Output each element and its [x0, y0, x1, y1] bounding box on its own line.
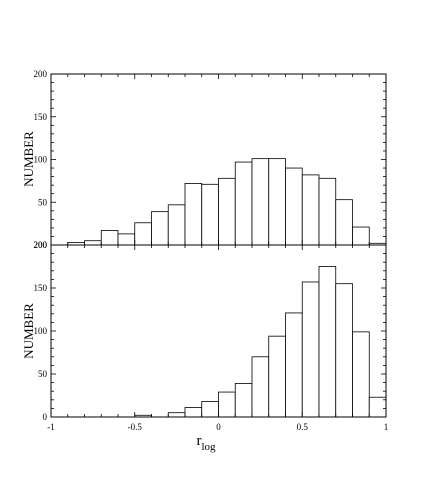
bottom-histogram-bar-13 [352, 331, 370, 418]
top-histogram-bar-5 [151, 211, 169, 246]
top-histogram-bar-7 [184, 183, 203, 246]
bottom-histogram-bar-8 [268, 335, 286, 418]
bottom-histogram-bar-5 [218, 391, 236, 418]
top-y-axis-label: NUMBER [21, 131, 36, 187]
top-y-tick-label: 100 [34, 155, 48, 165]
bottom-histogram-bar-10 [301, 281, 320, 418]
bottom-histogram-bars [134, 266, 387, 418]
x-tick-label: -1 [47, 422, 55, 432]
top-y-tick-label: 50 [38, 197, 48, 207]
x-axis-label: rlog [196, 433, 216, 453]
top-histogram-bar-15 [318, 177, 337, 246]
bottom-y-tick-label: 150 [34, 283, 48, 293]
top-y-tick-label: 200 [34, 69, 48, 79]
top-histogram-bars [67, 158, 387, 246]
x-tick-label: 0.5 [297, 422, 309, 432]
top-histogram-bar-14 [301, 174, 320, 246]
top-histogram-bar-10 [234, 161, 253, 246]
top-histogram-bar-8 [201, 183, 219, 246]
x-tick-label: -0.5 [128, 422, 143, 432]
bottom-y-tick-label: 200 [34, 240, 48, 250]
top-histogram-bar-6 [167, 204, 186, 246]
x-axis-label-subscript: log [201, 441, 216, 453]
bottom-histogram-bar-3 [184, 407, 203, 418]
bottom-histogram-bar-6 [234, 383, 253, 418]
bottom-plot-frame [50, 244, 387, 418]
bottom-histogram-bar-7 [251, 356, 270, 418]
bottom-histogram-bar-11 [318, 266, 337, 418]
top-histogram-bar-4 [134, 222, 152, 246]
bottom-histogram-bar-2 [167, 412, 186, 418]
bottom-histogram-bar-12 [335, 283, 353, 418]
top-y-tick-label: 150 [34, 112, 48, 122]
x-axis-label-main: r [196, 433, 201, 449]
bottom-y-tick-label: 0 [43, 412, 48, 422]
bottom-y-tick-label: 50 [38, 369, 48, 379]
x-tick-label: 0 [216, 422, 221, 432]
top-histogram-bar-17 [352, 226, 370, 246]
top-histogram-bar-12 [268, 158, 286, 246]
bottom-y-axis-label: NUMBER [21, 303, 36, 359]
top-histogram-bar-11 [251, 158, 270, 246]
top-y-tick-label: 200 [34, 240, 48, 250]
top-histogram-bar-9 [218, 177, 236, 246]
top-histogram-bar-13 [285, 167, 303, 246]
bottom-y-tick-label: 100 [34, 326, 48, 336]
top-histogram-bar-1 [84, 240, 102, 246]
top-histogram-panel: 200 150 100 50 200 NUMBER [21, 69, 387, 250]
x-tick-label: 1 [384, 422, 389, 432]
top-histogram-bar-2 [100, 230, 119, 246]
top-histogram-bar-16 [335, 199, 353, 246]
top-histogram-bar-3 [117, 233, 136, 246]
bottom-histogram-bar-4 [201, 401, 219, 418]
bottom-histogram-bar-9 [285, 312, 303, 418]
